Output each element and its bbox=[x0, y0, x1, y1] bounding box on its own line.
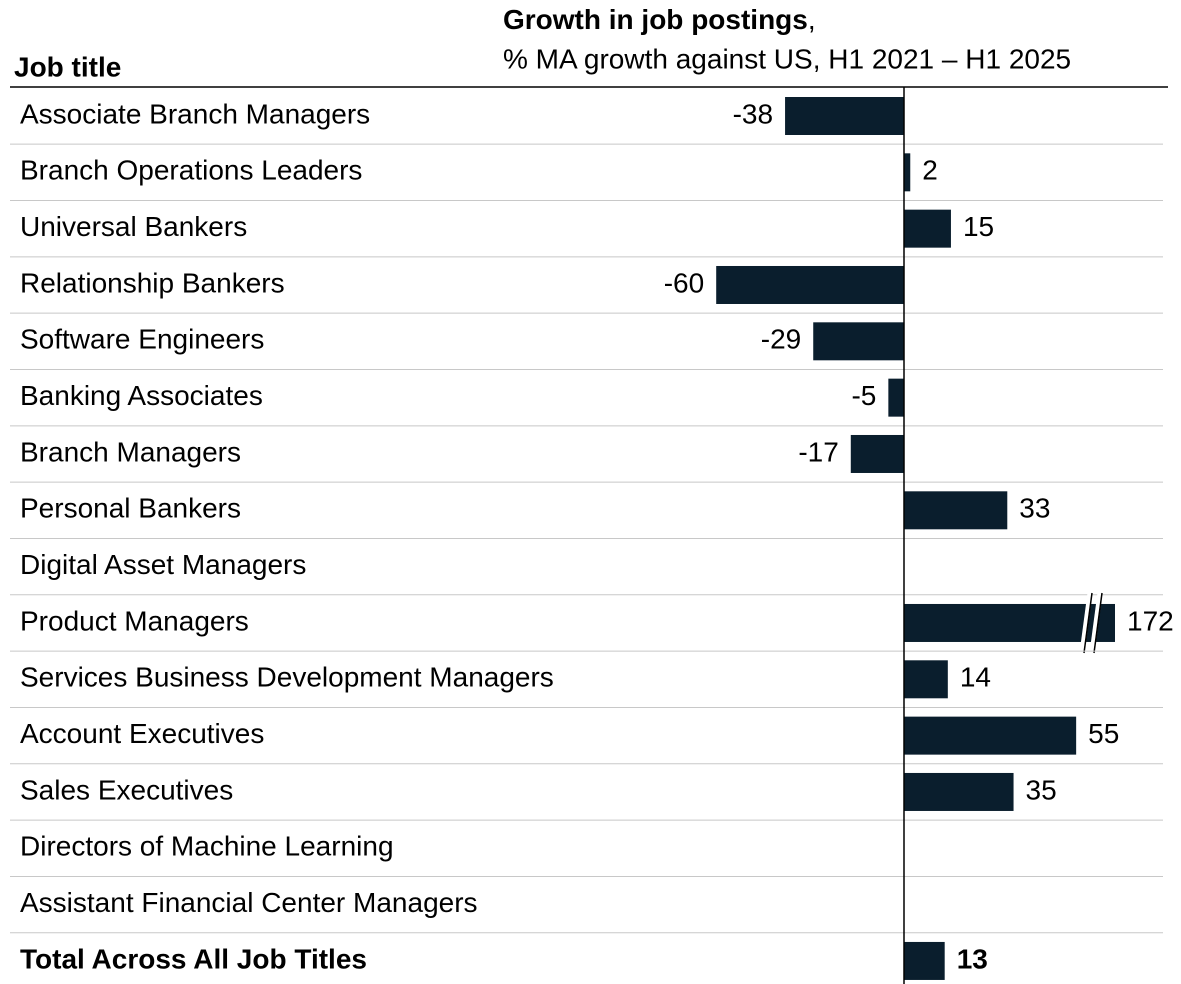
bar bbox=[850, 434, 904, 473]
value-label: -17 bbox=[798, 436, 838, 467]
bar bbox=[904, 772, 1014, 811]
value-label: 2 bbox=[922, 155, 938, 186]
value-label: 35 bbox=[1026, 774, 1057, 805]
category-label: Assistant Financial Center Managers bbox=[20, 887, 478, 918]
category-label: Product Managers bbox=[20, 605, 249, 636]
category-label: Universal Bankers bbox=[20, 211, 247, 242]
bar bbox=[716, 265, 904, 304]
category-label: Associate Branch Managers bbox=[20, 98, 370, 129]
category-label: Account Executives bbox=[20, 718, 264, 749]
value-label: 172 bbox=[1127, 605, 1174, 636]
value-label: -5 bbox=[851, 380, 876, 411]
value-label: 13 bbox=[957, 943, 988, 974]
category-label: Software Engineers bbox=[20, 324, 264, 355]
category-label: Branch Managers bbox=[20, 436, 241, 467]
category-label: Services Business Development Managers bbox=[20, 662, 554, 693]
chart-title-line: Growth in job postings, bbox=[503, 4, 816, 35]
category-label: Sales Executives bbox=[20, 774, 233, 805]
title-punct: , bbox=[808, 4, 816, 35]
value-label: -38 bbox=[733, 98, 773, 129]
value-label: -29 bbox=[761, 324, 801, 355]
value-label: 14 bbox=[960, 662, 991, 693]
bar bbox=[904, 209, 951, 248]
bars bbox=[716, 97, 1115, 980]
value-label: 15 bbox=[963, 211, 994, 242]
value-label: -60 bbox=[664, 267, 704, 298]
bar bbox=[904, 153, 911, 192]
bar bbox=[904, 941, 945, 980]
chart-subtitle: % MA growth against US, H1 2021 – H1 202… bbox=[503, 43, 1071, 74]
bar bbox=[904, 660, 948, 699]
bar bbox=[785, 97, 904, 135]
category-label: Personal Bankers bbox=[20, 493, 241, 524]
category-label: Digital Asset Managers bbox=[20, 549, 306, 580]
category-label: Directors of Machine Learning bbox=[20, 831, 394, 862]
bar bbox=[888, 378, 904, 417]
category-header: Job title bbox=[14, 51, 121, 82]
bar bbox=[813, 322, 904, 361]
bar bbox=[904, 491, 1008, 530]
chart-title: Growth in job postings bbox=[503, 4, 808, 35]
category-label: Relationship Bankers bbox=[20, 267, 285, 298]
value-label: 33 bbox=[1019, 493, 1050, 524]
break-mark bbox=[1083, 592, 1093, 654]
bar bbox=[904, 716, 1077, 755]
value-label: 55 bbox=[1088, 718, 1119, 749]
category-label: Banking Associates bbox=[20, 380, 263, 411]
bar bbox=[904, 603, 1115, 642]
break-gap bbox=[1089, 592, 1103, 654]
break-mark bbox=[1093, 592, 1103, 654]
category-label: Total Across All Job Titles bbox=[20, 943, 367, 974]
break-gap bbox=[1079, 592, 1093, 654]
category-label: Branch Operations Leaders bbox=[20, 155, 362, 186]
